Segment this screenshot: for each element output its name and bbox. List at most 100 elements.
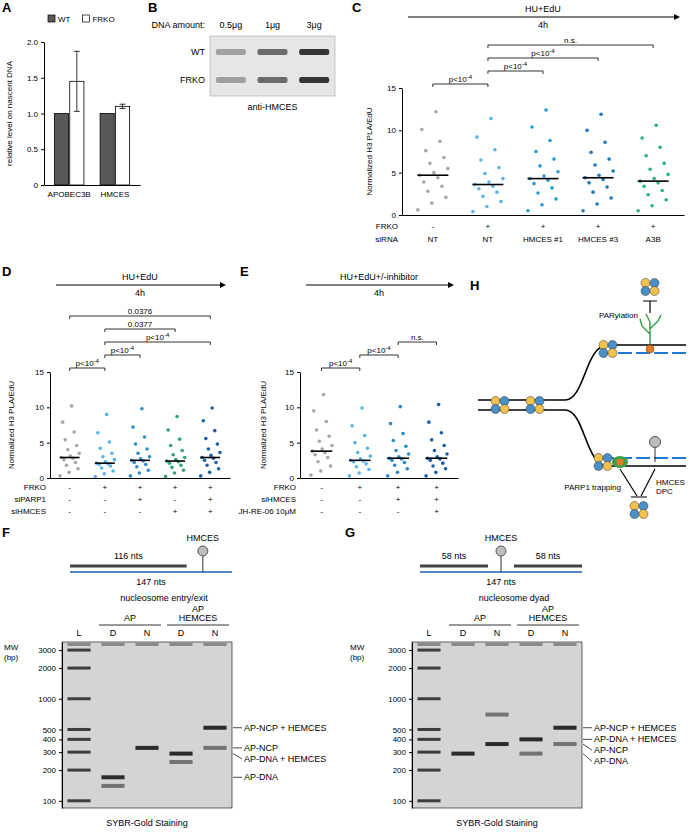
- point: [183, 456, 187, 460]
- point: [437, 403, 441, 407]
- tick-label: 1.5: [27, 74, 39, 83]
- lane-label: D: [178, 628, 185, 638]
- blot-band: [299, 49, 329, 55]
- point: [607, 157, 611, 161]
- histone: [630, 502, 639, 511]
- tick-mark: [297, 478, 300, 479]
- point: [662, 162, 666, 166]
- bracket: [398, 342, 436, 345]
- nucleosome: [526, 397, 544, 414]
- point: [135, 465, 139, 469]
- tick-mark: [409, 739, 412, 740]
- error-bar: [74, 51, 80, 111]
- point: [603, 140, 607, 144]
- ap-site: [646, 345, 654, 353]
- band: [417, 799, 440, 802]
- tick-mark: [297, 407, 300, 408]
- condition-value: +: [208, 483, 213, 492]
- point: [544, 108, 548, 112]
- point: [554, 197, 558, 201]
- band: [67, 697, 90, 700]
- tick: 2000: [388, 664, 412, 673]
- group-label-line: HEMCES: [529, 613, 568, 623]
- panel: BDNA amount:0.5μg1μg3μgWTFRKOanti-HMCES: [148, 0, 335, 112]
- histone: [650, 287, 659, 296]
- point: [593, 163, 597, 167]
- tick: 5: [290, 439, 300, 448]
- band: [485, 742, 508, 746]
- well: [485, 643, 508, 646]
- tick: 5: [40, 439, 50, 448]
- annotation-line: [583, 739, 592, 740]
- plot-area: [67, 649, 226, 803]
- figure: A00.51.01.52.0APOBEC3BHMCESrelative leve…: [0, 0, 692, 840]
- point: [644, 154, 648, 158]
- condition-value: +: [434, 495, 439, 504]
- point: [538, 164, 542, 168]
- condition-value: +: [434, 507, 439, 516]
- panel: F116 ntsHMCES147 ntsnucleosome entry/exi…: [2, 525, 327, 828]
- tick-mark: [409, 650, 412, 651]
- point: [658, 145, 662, 149]
- tick-mark: [59, 739, 62, 740]
- tick: 300: [393, 748, 412, 757]
- tick-mark: [297, 443, 300, 444]
- annotation: AP-NCP: [594, 745, 628, 755]
- y-axis: 100200300400500100020003000: [38, 643, 62, 809]
- p-value-exponent: -4: [385, 345, 391, 351]
- blot-band: [299, 77, 329, 83]
- point: [479, 158, 483, 162]
- point: [440, 431, 444, 435]
- point: [424, 474, 428, 478]
- tick-label: 10: [387, 126, 396, 135]
- p-value-text: p<10: [531, 49, 550, 58]
- protein: [198, 546, 208, 556]
- p-value-text: p<10: [504, 62, 523, 71]
- lane-label: N: [494, 628, 501, 638]
- condition-value: +: [173, 483, 178, 492]
- legend-swatch: [82, 15, 89, 22]
- point: [446, 167, 450, 171]
- point: [550, 186, 554, 190]
- condition-value: -: [397, 507, 400, 516]
- tick: 1.0: [27, 110, 44, 119]
- inhibition: [620, 469, 655, 497]
- point: [367, 468, 371, 472]
- point: [530, 125, 534, 129]
- tick: 3000: [38, 646, 62, 655]
- plot-area: [416, 108, 670, 213]
- tick: 1000: [388, 695, 412, 704]
- x-axis: [403, 215, 685, 216]
- tick-label: 10: [285, 403, 294, 412]
- point: [485, 205, 489, 209]
- band: [417, 738, 440, 741]
- tick-label: 200: [43, 766, 57, 775]
- point: [394, 449, 398, 453]
- tick: 400: [43, 735, 62, 744]
- p-value-text: p<10: [146, 333, 165, 342]
- group-label-line: AP: [474, 613, 486, 623]
- tick-label: 2000: [38, 664, 56, 673]
- condition-value: -: [104, 495, 107, 504]
- point: [646, 193, 650, 197]
- band: [67, 769, 90, 772]
- point: [650, 204, 654, 208]
- condition-value: +: [208, 495, 213, 504]
- point: [664, 198, 668, 202]
- point: [147, 468, 151, 472]
- band: [67, 751, 90, 754]
- tick-mark: [47, 443, 50, 444]
- tick-label: 1000: [38, 695, 56, 704]
- p-value: p<10-4: [531, 48, 555, 58]
- histone: [603, 454, 612, 463]
- schematic-label: PARP1 trapping: [564, 483, 621, 492]
- caption: SYBR-Gold Staining: [456, 818, 538, 828]
- condition-value: +: [357, 483, 362, 492]
- point: [532, 182, 536, 186]
- point: [654, 123, 658, 127]
- point: [407, 452, 411, 456]
- protein-label: HMCES: [485, 533, 518, 543]
- tick-label: 400: [43, 735, 57, 744]
- band: [417, 728, 440, 731]
- tick-label: 200: [393, 766, 407, 775]
